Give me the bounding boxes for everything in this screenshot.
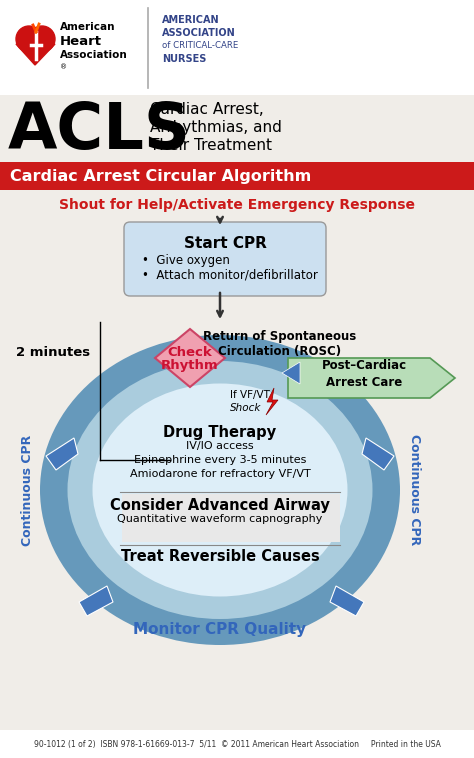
Text: If VF/VT: If VF/VT — [230, 390, 270, 400]
FancyBboxPatch shape — [122, 494, 340, 542]
Text: IV/IO access: IV/IO access — [186, 441, 254, 451]
Text: Quantitative waveform capnography: Quantitative waveform capnography — [117, 514, 323, 524]
Text: •  Give oxygen: • Give oxygen — [142, 254, 230, 267]
Text: Shock: Shock — [230, 403, 261, 413]
Polygon shape — [79, 586, 113, 616]
Text: Start CPR: Start CPR — [183, 236, 266, 251]
Text: of CRITICAL-CARE: of CRITICAL-CARE — [162, 41, 238, 50]
FancyBboxPatch shape — [124, 222, 326, 296]
Text: ASSOCIATION: ASSOCIATION — [162, 28, 236, 38]
Text: Heart: Heart — [60, 35, 102, 48]
Polygon shape — [155, 329, 225, 387]
Text: Arrhythmias, and: Arrhythmias, and — [150, 120, 282, 135]
Text: Amiodarone for refractory VF/VT: Amiodarone for refractory VF/VT — [129, 469, 310, 479]
Text: ACLS: ACLS — [8, 100, 191, 162]
Polygon shape — [282, 362, 300, 384]
Text: Association: Association — [60, 50, 128, 60]
Text: Drug Therapy: Drug Therapy — [164, 425, 276, 440]
Ellipse shape — [67, 361, 373, 619]
Text: Post–Cardiac
Arrest Care: Post–Cardiac Arrest Care — [321, 359, 407, 389]
Text: AMERICAN: AMERICAN — [162, 15, 219, 25]
Text: Shout for Help/Activate Emergency Response: Shout for Help/Activate Emergency Respon… — [59, 198, 415, 212]
Polygon shape — [266, 388, 278, 415]
Text: Continuous CPR: Continuous CPR — [409, 434, 421, 546]
Text: •  Attach monitor/defibrillator: • Attach monitor/defibrillator — [142, 268, 318, 281]
Text: Their Treatment: Their Treatment — [150, 138, 272, 153]
Text: 2 minutes: 2 minutes — [16, 346, 90, 359]
Text: American: American — [60, 22, 116, 32]
Text: Return of Spontaneous: Return of Spontaneous — [203, 330, 356, 343]
FancyBboxPatch shape — [0, 162, 474, 190]
Text: ®: ® — [60, 64, 67, 70]
Text: Cardiac Arrest Circular Algorithm: Cardiac Arrest Circular Algorithm — [10, 168, 311, 183]
Ellipse shape — [40, 335, 400, 645]
Text: Treat Reversible Causes: Treat Reversible Causes — [120, 549, 319, 564]
Polygon shape — [362, 438, 394, 470]
Text: Circulation (ROSC): Circulation (ROSC) — [219, 345, 342, 358]
Text: Monitor CPR Quality: Monitor CPR Quality — [134, 622, 307, 637]
FancyBboxPatch shape — [0, 0, 474, 95]
Text: Rhythm: Rhythm — [161, 359, 219, 372]
FancyBboxPatch shape — [0, 730, 474, 758]
Text: Consider Advanced Airway: Consider Advanced Airway — [110, 498, 330, 513]
Polygon shape — [46, 438, 78, 470]
Polygon shape — [16, 44, 55, 65]
Text: 90-1012 (1 of 2)  ISBN 978-1-61669-013-7  5/11  © 2011 American Heart Associatio: 90-1012 (1 of 2) ISBN 978-1-61669-013-7 … — [34, 740, 440, 748]
Circle shape — [29, 26, 55, 52]
Ellipse shape — [92, 384, 347, 597]
Text: NURSES: NURSES — [162, 54, 206, 64]
Polygon shape — [330, 586, 364, 616]
Polygon shape — [288, 358, 455, 398]
Text: Epinephrine every 3-5 minutes: Epinephrine every 3-5 minutes — [134, 455, 306, 465]
Text: Cardiac Arrest,: Cardiac Arrest, — [150, 102, 264, 117]
Text: Check: Check — [168, 346, 212, 359]
Text: Continuous CPR: Continuous CPR — [21, 434, 35, 546]
Circle shape — [16, 26, 42, 52]
